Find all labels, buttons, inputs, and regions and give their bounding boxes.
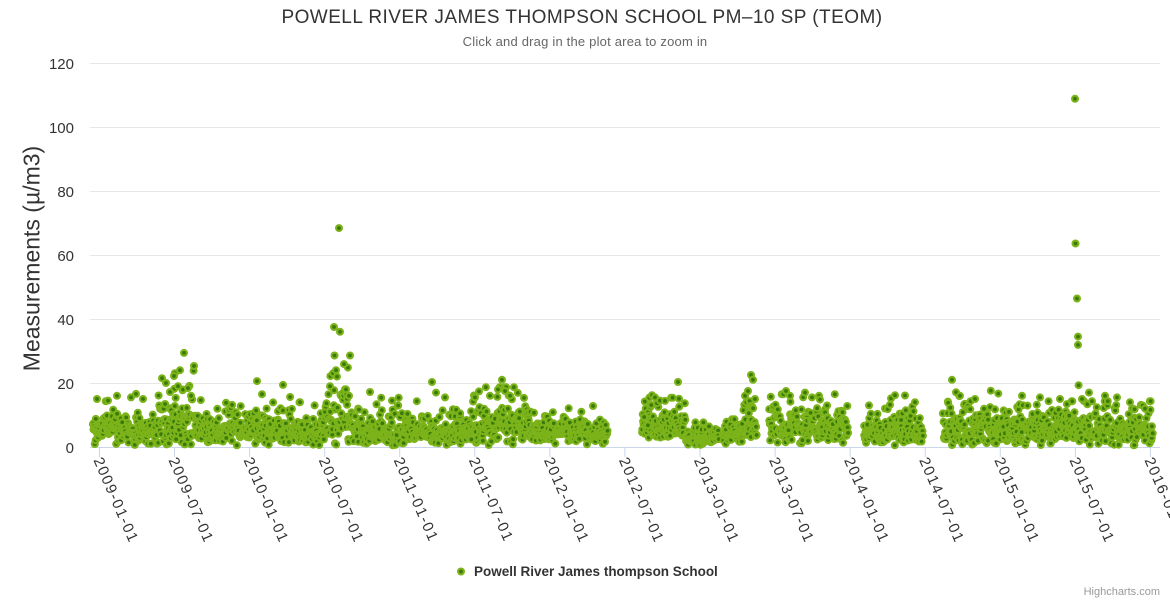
svg-text:POWELL RIVER JAMES THOMPSON SC: POWELL RIVER JAMES THOMPSON SCHOOL PM–10… <box>281 7 882 28</box>
svg-text:0: 0 <box>66 440 74 457</box>
svg-text:20: 20 <box>57 376 74 393</box>
svg-text:120: 120 <box>49 56 74 73</box>
svg-text:40: 40 <box>57 312 74 329</box>
svg-text:Measurements (µ/m3): Measurements (µ/m3) <box>19 146 45 371</box>
svg-text:Highcharts.com: Highcharts.com <box>1084 586 1160 598</box>
svg-text:Powell River James thompson Sc: Powell River James thompson School <box>474 564 718 579</box>
svg-text:100: 100 <box>49 120 74 137</box>
svg-text:60: 60 <box>57 248 74 265</box>
svg-text:80: 80 <box>57 184 74 201</box>
svg-text:Click and drag in the plot are: Click and drag in the plot area to zoom … <box>463 34 708 49</box>
